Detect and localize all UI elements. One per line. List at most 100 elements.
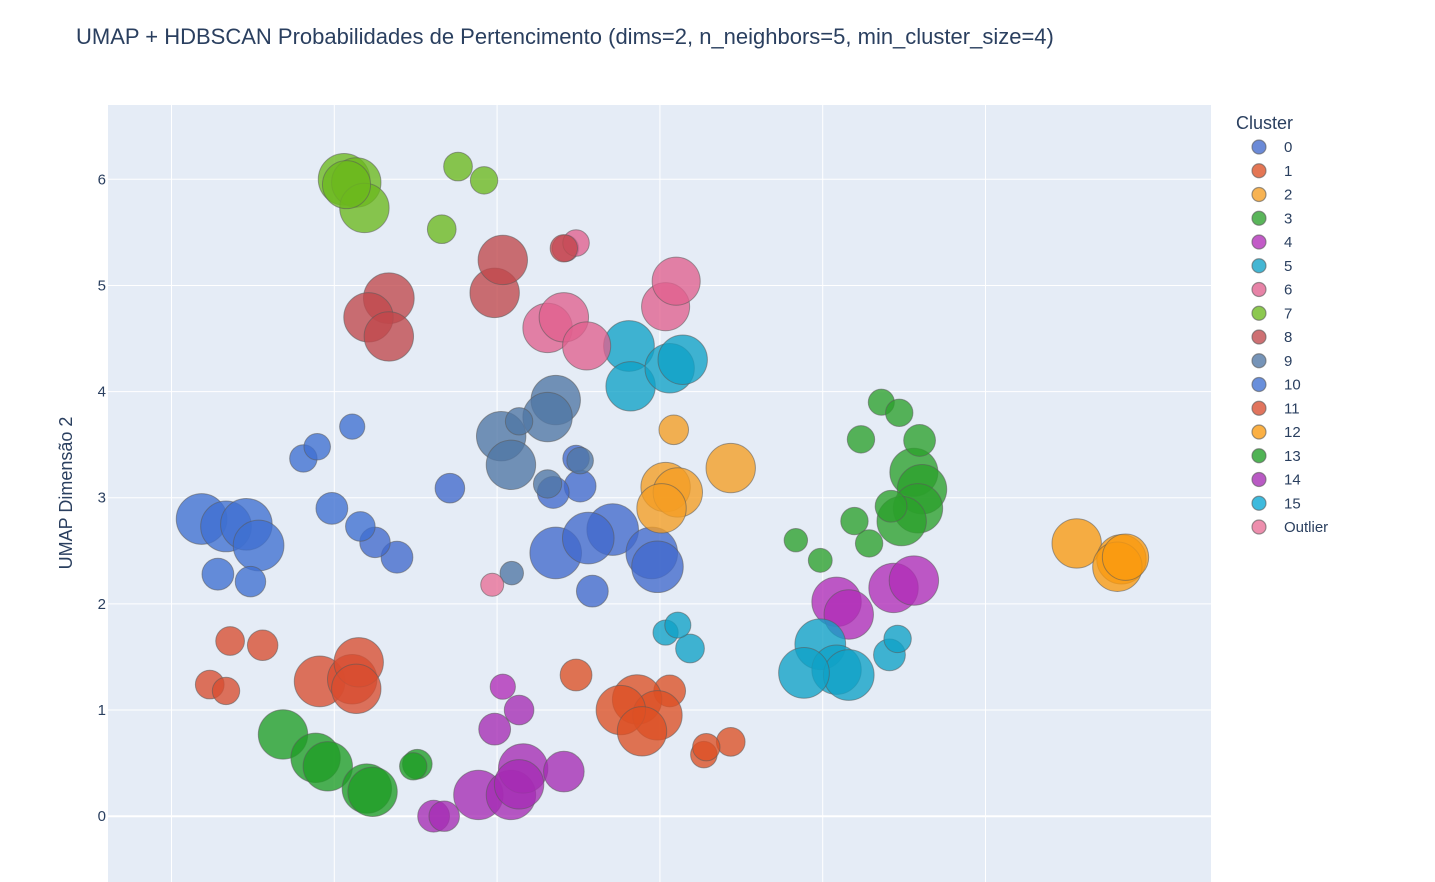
series-14 bbox=[417, 694, 585, 833]
point-cluster-9 bbox=[504, 407, 534, 436]
legend-title: Cluster bbox=[1236, 113, 1293, 133]
point-cluster-0 bbox=[434, 472, 466, 504]
legend-marker bbox=[1251, 210, 1267, 226]
legend-label: 1 bbox=[1284, 163, 1292, 180]
series-7 bbox=[317, 151, 499, 245]
data-points bbox=[175, 151, 1150, 833]
point-cluster-12 bbox=[1101, 533, 1150, 581]
point-cluster-5 bbox=[822, 649, 875, 701]
point-cluster-14 bbox=[543, 750, 585, 793]
point-cluster-5 bbox=[883, 624, 912, 654]
series-13 bbox=[257, 709, 433, 817]
point-cluster-7 bbox=[426, 214, 457, 245]
series-12 bbox=[1051, 518, 1150, 592]
legend-label: 6 bbox=[1284, 282, 1292, 299]
point-cluster-3 bbox=[807, 547, 833, 573]
y-tick-label: 1 bbox=[98, 702, 106, 719]
point-cluster-10 bbox=[201, 557, 235, 591]
legend-marker bbox=[1251, 376, 1267, 393]
legend-marker bbox=[1251, 186, 1267, 203]
point-cluster-10 bbox=[303, 433, 331, 461]
y-tick-labels: 0 1 2 3 4 5 6 bbox=[98, 171, 106, 825]
point-cluster-outlier bbox=[480, 572, 505, 597]
legend-label: 2 bbox=[1284, 187, 1292, 204]
legend-label: 14 bbox=[1284, 472, 1301, 489]
legend-marker bbox=[1251, 258, 1267, 274]
legend-marker bbox=[1251, 234, 1267, 250]
point-cluster-3 bbox=[783, 527, 809, 553]
point-cluster-3 bbox=[903, 424, 936, 457]
point-cluster-13 bbox=[347, 766, 398, 817]
point-cluster-1 bbox=[616, 706, 668, 757]
point-cluster-3 bbox=[874, 489, 908, 523]
point-cluster-0 bbox=[631, 540, 684, 594]
point-cluster-5 bbox=[657, 334, 708, 385]
y-tick-label: 2 bbox=[98, 596, 106, 613]
series-1 bbox=[559, 658, 746, 769]
legend-marker bbox=[1251, 139, 1267, 155]
point-cluster-10 bbox=[232, 519, 285, 572]
legend-label: 7 bbox=[1284, 305, 1292, 322]
point-cluster-7 bbox=[469, 166, 499, 195]
point-cluster-10 bbox=[339, 413, 366, 440]
point-cluster-11 bbox=[246, 629, 279, 662]
point-cluster-4 bbox=[888, 555, 940, 606]
legend-marker bbox=[1251, 424, 1267, 440]
series-outlier bbox=[480, 572, 505, 597]
point-cluster-10 bbox=[315, 491, 349, 525]
y-tick-label: 3 bbox=[98, 490, 106, 507]
legend-label: 5 bbox=[1284, 258, 1292, 275]
point-cluster-0 bbox=[575, 574, 609, 608]
point-cluster-9 bbox=[566, 446, 594, 475]
series-9 bbox=[475, 374, 594, 586]
legend-marker bbox=[1251, 353, 1267, 369]
legend-marker bbox=[1251, 305, 1267, 321]
point-cluster-8 bbox=[549, 234, 579, 263]
point-cluster-13 bbox=[399, 752, 428, 781]
y-axis-label: UMAP Dimensão 2 bbox=[56, 417, 76, 570]
legend-marker bbox=[1251, 163, 1267, 179]
point-cluster-6 bbox=[651, 256, 701, 306]
point-cluster-3 bbox=[854, 529, 884, 558]
series-3 bbox=[783, 388, 948, 573]
point-cluster-9 bbox=[532, 469, 563, 499]
point-cluster-14 bbox=[478, 712, 512, 746]
point-cluster-0 bbox=[563, 469, 597, 503]
legend-marker bbox=[1251, 448, 1267, 464]
point-cluster-5 bbox=[778, 647, 830, 699]
point-cluster-8 bbox=[363, 311, 415, 362]
point-cluster-10 bbox=[234, 565, 267, 598]
point-cluster-2 bbox=[658, 414, 690, 446]
legend-marker bbox=[1251, 519, 1267, 535]
series-10 bbox=[175, 413, 376, 598]
legend-label: 13 bbox=[1284, 448, 1301, 465]
point-cluster-11 bbox=[211, 676, 241, 706]
point-cluster-10 bbox=[345, 511, 376, 542]
series-4 bbox=[489, 555, 940, 700]
point-cluster-12 bbox=[1051, 518, 1102, 569]
point-cluster-11 bbox=[331, 663, 382, 715]
legend-label: 15 bbox=[1284, 495, 1301, 512]
legend-label: 12 bbox=[1284, 424, 1301, 441]
point-cluster-2 bbox=[636, 483, 687, 534]
y-tick-label: 5 bbox=[98, 277, 106, 294]
legend-label: 0 bbox=[1284, 139, 1292, 156]
point-cluster-1 bbox=[692, 732, 721, 762]
legend-marker bbox=[1251, 471, 1267, 488]
point-cluster-8 bbox=[477, 234, 529, 286]
point-cluster-3 bbox=[846, 425, 876, 454]
point-cluster-3 bbox=[840, 506, 869, 536]
point-cluster-13 bbox=[302, 741, 353, 792]
legend-marker bbox=[1251, 329, 1267, 345]
point-cluster-9 bbox=[485, 439, 537, 491]
legend-label: 9 bbox=[1284, 353, 1292, 370]
series-11 bbox=[194, 626, 384, 715]
point-cluster-2 bbox=[705, 442, 756, 494]
legend-label: 4 bbox=[1284, 234, 1292, 251]
legend-label: 10 bbox=[1284, 377, 1301, 394]
point-cluster-14 bbox=[493, 759, 545, 810]
point-cluster-5 bbox=[675, 633, 705, 664]
point-cluster-14 bbox=[503, 694, 535, 726]
chart-title: UMAP + HDBSCAN Probabilidades de Pertenc… bbox=[76, 24, 1054, 49]
point-cluster-9 bbox=[499, 560, 524, 586]
